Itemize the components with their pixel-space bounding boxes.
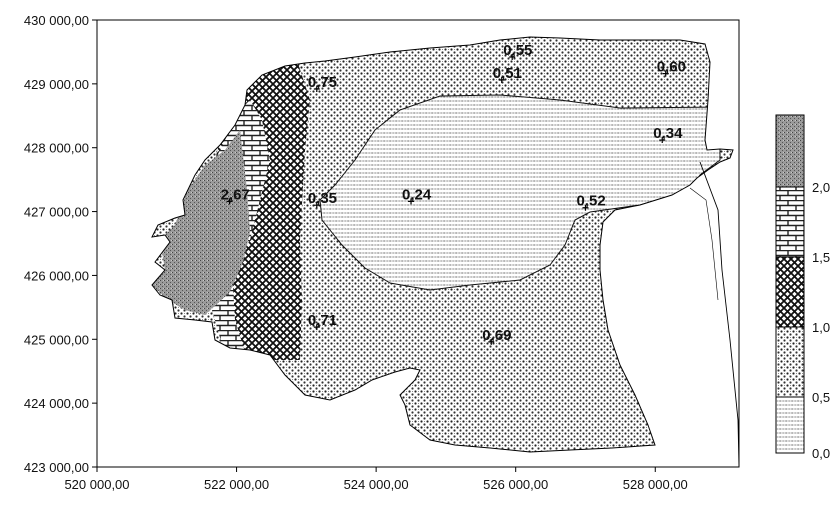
sample-point-marker <box>313 324 320 331</box>
x-tick-label: 522 000,00 <box>204 477 269 492</box>
y-tick-label: 425 000,00 <box>24 332 89 347</box>
legend-label: 0,0 <box>812 446 830 461</box>
river-line <box>699 161 740 468</box>
x-tick-label: 526 000,00 <box>483 477 548 492</box>
sample-point-label: 0,75 <box>308 74 337 91</box>
y-axis: 430 000,00 429 000,00 428 000,00 427 000,00… <box>24 13 97 475</box>
sample-point-label: 0,24 <box>402 186 432 203</box>
sample-point-marker <box>313 85 320 92</box>
sample-point-label: 0,52 <box>576 193 605 210</box>
sample-point-label: 0,69 <box>482 327 511 344</box>
y-tick-label: 424 000,00 <box>24 396 89 411</box>
y-tick-label: 430 000,00 <box>24 13 89 28</box>
sample-point-label: 2,67 <box>221 186 250 203</box>
sample-point-marker <box>662 70 669 77</box>
point-labels: 0,55 0,60 0,51 0,75 0,34 2,67 0,35 0,24 0,52 0,71… <box>221 42 686 345</box>
sample-point-marker <box>408 198 415 205</box>
y-tick-label: 429 000,00 <box>24 77 89 92</box>
sample-point-label: 0,60 <box>657 59 686 76</box>
y-tick-label: 427 000,00 <box>24 205 89 220</box>
sample-point-label: 0,34 <box>653 125 683 142</box>
legend-swatch-dark <box>775 114 805 188</box>
legend-labels: 2,0 1,5 1,0 0,5 0,0 <box>812 180 830 461</box>
sample-point-label: 0,35 <box>308 190 337 207</box>
legend-label: 2,0 <box>812 180 830 195</box>
sample-point-marker <box>582 204 589 211</box>
sample-point-marker <box>498 77 505 84</box>
x-axis: 520 000,00 522 000,00 524 000,00 526 000,00… <box>64 467 688 492</box>
sample-point-marker <box>488 338 495 345</box>
legend-swatch-brick <box>775 186 805 258</box>
sample-point-marker <box>313 202 320 209</box>
sample-point-label: 0,51 <box>493 65 522 82</box>
legend-label: 1,5 <box>812 250 830 265</box>
x-tick-label: 524 000,00 <box>344 477 409 492</box>
x-tick-label: 520 000,00 <box>64 477 129 492</box>
sample-point-label: 0,55 <box>503 42 532 59</box>
y-tick-label: 423 000,00 <box>24 460 89 475</box>
sample-point-marker <box>226 198 233 205</box>
sample-point-marker <box>509 54 516 61</box>
y-tick-label: 426 000,00 <box>24 268 89 283</box>
legend-swatch-cross <box>775 256 805 328</box>
zone-dark <box>152 130 250 315</box>
sample-point-label: 0,71 <box>308 312 337 329</box>
y-tick-label: 428 000,00 <box>24 141 89 156</box>
coastline <box>151 36 734 453</box>
legend-swatch-lines <box>775 396 805 454</box>
river-line-inner <box>689 187 719 301</box>
legend-label: 1,0 <box>812 320 830 335</box>
x-tick-label: 528 000,00 <box>623 477 688 492</box>
sample-point-marker <box>659 137 666 144</box>
legend-swatch-dots <box>775 326 805 398</box>
legend: 2,0 1,5 1,0 0,5 0,0 <box>775 114 830 461</box>
legend-label: 0,5 <box>812 390 830 405</box>
